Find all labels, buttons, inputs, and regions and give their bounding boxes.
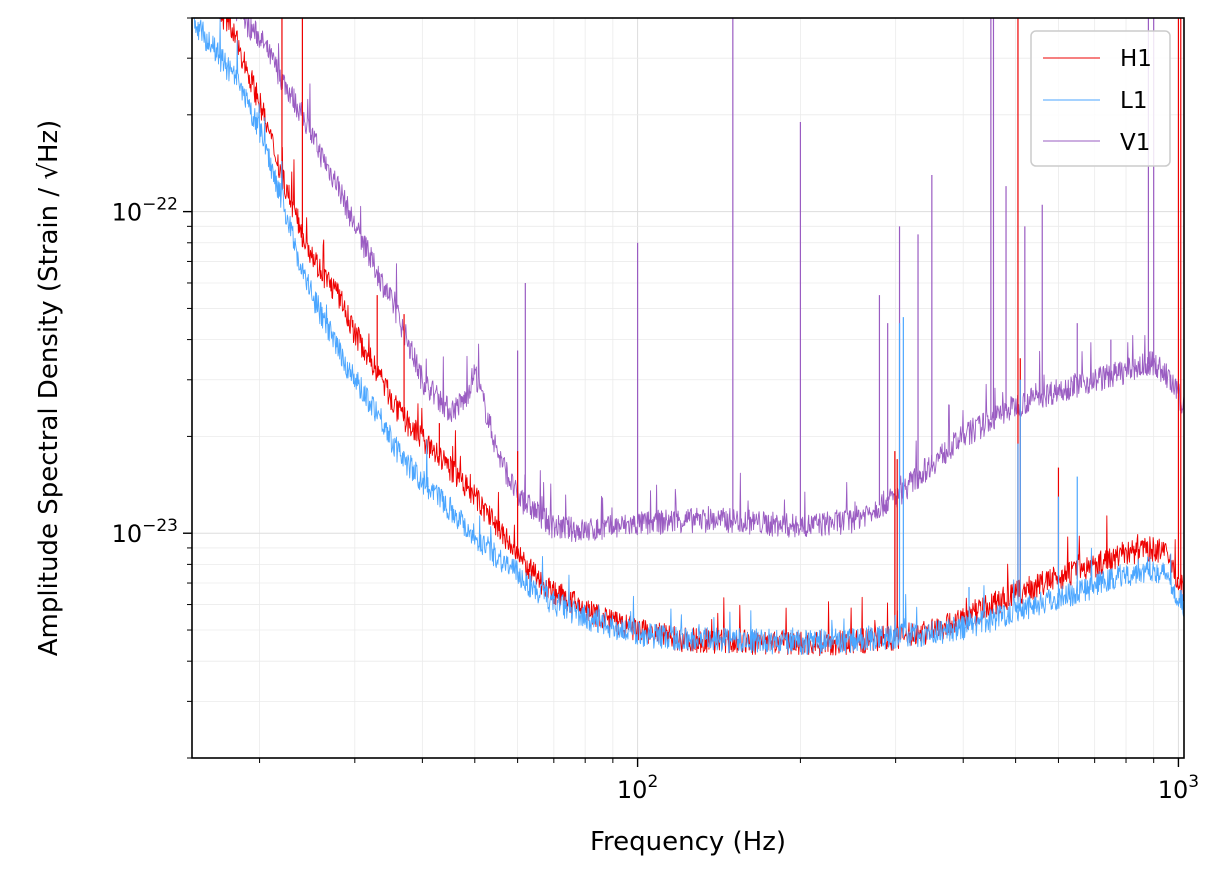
legend-label-h1: H1 bbox=[1120, 46, 1152, 72]
x-tick-label: 102 bbox=[617, 772, 658, 804]
series-layer bbox=[193, 18, 1184, 657]
legend: H1 L1 V1 bbox=[1030, 30, 1171, 167]
x-tick-label: 103 bbox=[1158, 772, 1199, 804]
legend-box bbox=[1030, 30, 1171, 167]
y-axis-label: Amplitude Spectral Density (Strain / √Hz… bbox=[34, 120, 64, 657]
legend-label-l1: L1 bbox=[1120, 88, 1147, 114]
series-line-v1 bbox=[224, 18, 1184, 543]
y-tick-label: 10−22 bbox=[112, 195, 178, 227]
y-tick-label: 10−23 bbox=[112, 516, 178, 548]
ticks: 102 103 10−23 10−22 bbox=[112, 17, 1199, 804]
plot-area bbox=[192, 18, 1184, 758]
x-axis-label: Frequency (Hz) bbox=[590, 827, 786, 857]
series-l1 bbox=[193, 18, 1184, 655]
plot-frame bbox=[191, 17, 1185, 759]
legend-label-v1: V1 bbox=[1120, 130, 1150, 156]
series-line-l1 bbox=[193, 18, 1184, 655]
